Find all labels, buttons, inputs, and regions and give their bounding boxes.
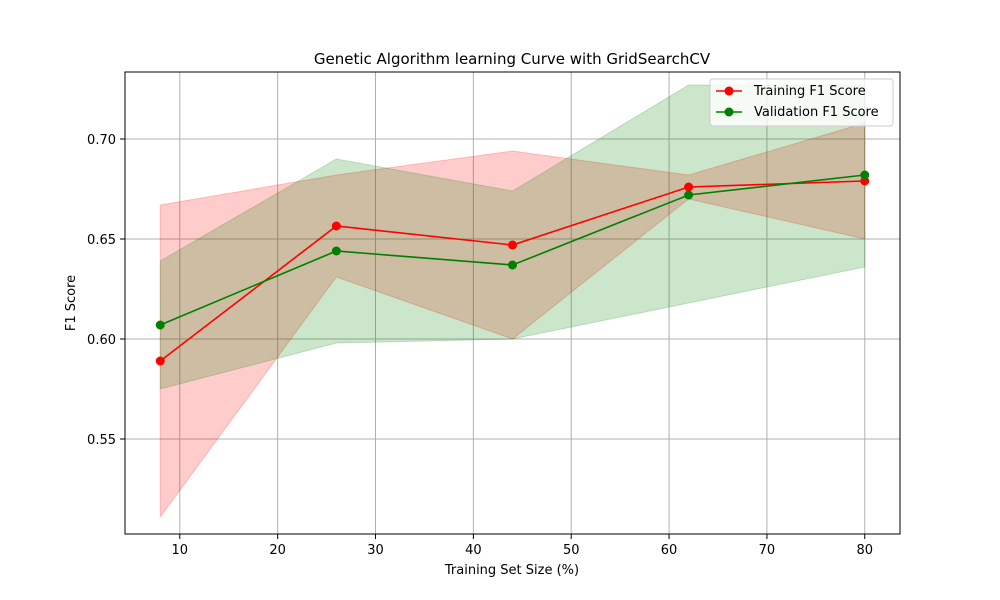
validation-data-point bbox=[155, 320, 165, 330]
x-tick-label: 80 bbox=[856, 543, 873, 558]
y-tick-label: 0.65 bbox=[87, 233, 116, 248]
series-markers bbox=[155, 170, 870, 366]
legend-label-validation: Validation F1 Score bbox=[754, 105, 879, 120]
plot-frame bbox=[124, 71, 901, 535]
legend-marker-training bbox=[724, 86, 734, 96]
y-tick-label: 0.70 bbox=[87, 133, 116, 148]
plot-background bbox=[125, 72, 900, 534]
training-data-point bbox=[508, 240, 517, 250]
x-tick-label: 10 bbox=[172, 543, 189, 558]
x-tick-label: 50 bbox=[563, 543, 580, 558]
chart-title: Genetic Algorithm learning Curve with Gr… bbox=[314, 50, 711, 68]
validation-data-point bbox=[331, 246, 341, 256]
x-tick-label: 30 bbox=[367, 543, 384, 558]
grid-lines bbox=[125, 72, 900, 534]
validation-data-point bbox=[860, 170, 870, 180]
legend-marker-validation bbox=[724, 107, 734, 117]
training-data-point bbox=[684, 182, 694, 192]
validation-data-point bbox=[508, 260, 517, 270]
validation-data-point bbox=[684, 190, 694, 200]
x-tick-label: 70 bbox=[759, 543, 776, 558]
validation-confidence-band bbox=[159, 84, 866, 390]
legend-box bbox=[709, 78, 894, 127]
y-axis-title: F1 Score bbox=[64, 275, 79, 331]
y-tick-label: 0.60 bbox=[87, 333, 116, 348]
training-data-point bbox=[331, 221, 341, 231]
legend-label-training: Training F1 Score bbox=[753, 84, 866, 99]
x-tick-label: 60 bbox=[661, 543, 678, 558]
x-axis-ticks: 10 20 30 40 50 60 70 80 bbox=[172, 534, 873, 558]
x-tick-label: 40 bbox=[465, 543, 482, 558]
x-tick-label: 20 bbox=[269, 543, 286, 558]
training-data-point bbox=[155, 356, 165, 366]
y-axis-ticks: 0.55 0.60 0.65 0.70 bbox=[87, 133, 125, 448]
y-tick-label: 0.55 bbox=[87, 433, 116, 448]
legend: Training F1 Score Validation F1 Score bbox=[709, 78, 894, 127]
x-axis-title: Training Set Size (%) bbox=[444, 563, 579, 578]
